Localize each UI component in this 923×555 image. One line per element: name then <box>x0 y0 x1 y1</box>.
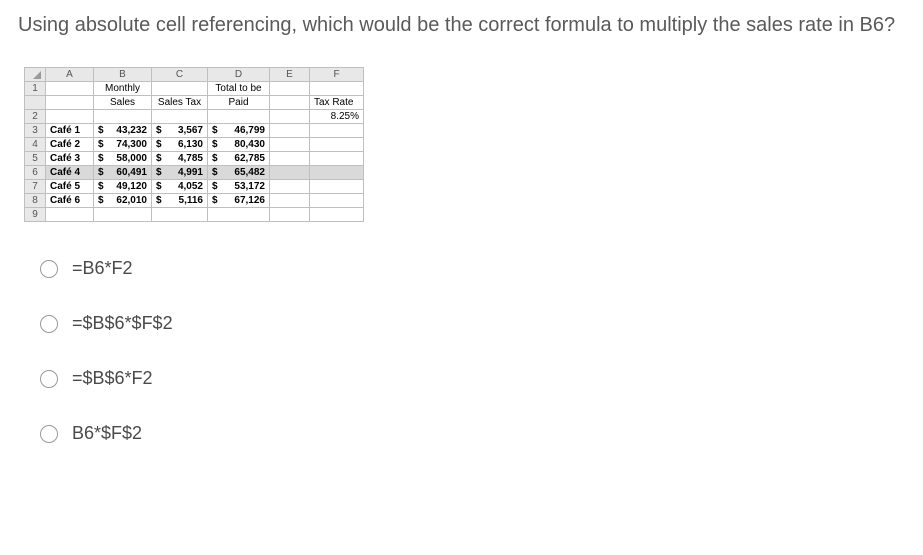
cell-C1b[interactable]: Sales Tax <box>152 96 208 110</box>
cell-D4[interactable]: $80,430 <box>208 138 270 152</box>
select-all-corner[interactable] <box>25 68 46 82</box>
spreadsheet: A B C D E F 1 Monthly Total to be Sales … <box>24 67 905 222</box>
cell-B8[interactable]: $62,010 <box>94 194 152 208</box>
option-1-label: =B6*F2 <box>72 258 133 279</box>
cell-C5[interactable]: $4,785 <box>152 152 208 166</box>
cell-A8[interactable]: Café 6 <box>46 194 94 208</box>
cell-B3[interactable]: $43,232 <box>94 124 152 138</box>
cell-F2[interactable]: 8.25% <box>310 110 364 124</box>
spreadsheet-table: A B C D E F 1 Monthly Total to be Sales … <box>24 67 364 222</box>
cell-F1b[interactable]: Tax Rate <box>310 96 364 110</box>
col-header-C[interactable]: C <box>152 68 208 82</box>
radio-icon <box>40 260 58 278</box>
cell-B4[interactable]: $74,300 <box>94 138 152 152</box>
col-header-F[interactable]: F <box>310 68 364 82</box>
cell-D3[interactable]: $46,799 <box>208 124 270 138</box>
cell-C4[interactable]: $6,130 <box>152 138 208 152</box>
radio-icon <box>40 315 58 333</box>
cell-B1b[interactable]: Sales <box>94 96 152 110</box>
option-2-label: =$B$6*$F$2 <box>72 313 173 334</box>
option-2[interactable]: =$B$6*$F$2 <box>40 313 905 334</box>
row-header-1[interactable]: 1 <box>25 82 46 96</box>
option-4-label: B6*$F$2 <box>72 423 142 444</box>
cell-D6[interactable]: $65,482 <box>208 166 270 180</box>
row-header-7[interactable]: 7 <box>25 180 46 194</box>
cell-D8[interactable]: $67,126 <box>208 194 270 208</box>
row-header-9[interactable]: 9 <box>25 208 46 222</box>
col-header-E[interactable]: E <box>270 68 310 82</box>
option-3-label: =$B$6*F2 <box>72 368 153 389</box>
row-header-3[interactable]: 3 <box>25 124 46 138</box>
col-header-A[interactable]: A <box>46 68 94 82</box>
cell-B5[interactable]: $58,000 <box>94 152 152 166</box>
cell-C3[interactable]: $3,567 <box>152 124 208 138</box>
row-header-5[interactable]: 5 <box>25 152 46 166</box>
cell-A4[interactable]: Café 2 <box>46 138 94 152</box>
col-header-B[interactable]: B <box>94 68 152 82</box>
cell-A5[interactable]: Café 3 <box>46 152 94 166</box>
col-header-D[interactable]: D <box>208 68 270 82</box>
row-header-8[interactable]: 8 <box>25 194 46 208</box>
cell-C7[interactable]: $4,052 <box>152 180 208 194</box>
radio-icon <box>40 425 58 443</box>
cell-A7[interactable]: Café 5 <box>46 180 94 194</box>
cell-D1[interactable]: Total to be <box>208 82 270 96</box>
cell-D7[interactable]: $53,172 <box>208 180 270 194</box>
answer-options: =B6*F2 =$B$6*$F$2 =$B$6*F2 B6*$F$2 <box>40 258 905 444</box>
row-header-6[interactable]: 6 <box>25 166 46 180</box>
cell-D5[interactable]: $62,785 <box>208 152 270 166</box>
cell-C6[interactable]: $4,991 <box>152 166 208 180</box>
cell-A3[interactable]: Café 1 <box>46 124 94 138</box>
option-4[interactable]: B6*$F$2 <box>40 423 905 444</box>
cell-B6[interactable]: $60,491 <box>94 166 152 180</box>
cell-C8[interactable]: $5,116 <box>152 194 208 208</box>
cell-D1b[interactable]: Paid <box>208 96 270 110</box>
row-header-2[interactable]: 2 <box>25 110 46 124</box>
cell-B1[interactable]: Monthly <box>94 82 152 96</box>
question-text: Using absolute cell referencing, which w… <box>18 12 905 39</box>
cell-A6[interactable]: Café 4 <box>46 166 94 180</box>
row-header-4[interactable]: 4 <box>25 138 46 152</box>
option-3[interactable]: =$B$6*F2 <box>40 368 905 389</box>
radio-icon <box>40 370 58 388</box>
cell-B7[interactable]: $49,120 <box>94 180 152 194</box>
option-1[interactable]: =B6*F2 <box>40 258 905 279</box>
row-header-1b[interactable] <box>25 96 46 110</box>
